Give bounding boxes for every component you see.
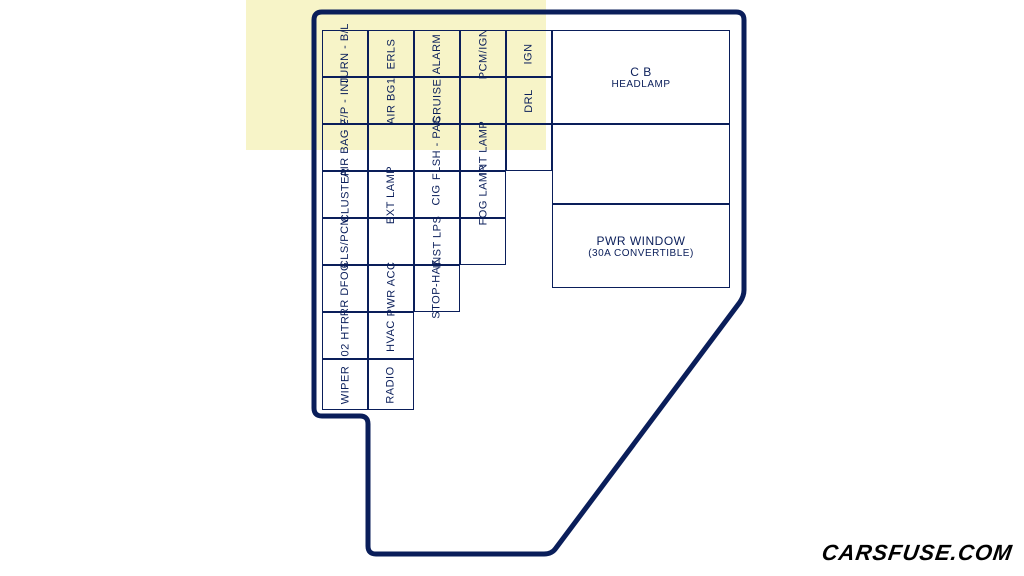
fuse-cell: PWR ACC xyxy=(368,265,414,312)
fuse-label: RR DFOG xyxy=(339,261,351,315)
watermark-text: CARSFUSE.COM xyxy=(820,540,1014,565)
fuse-cell: STOP-HAZ xyxy=(414,265,460,312)
fuse-label: STOP-HAZ xyxy=(431,259,443,318)
fuse-label: DRL xyxy=(523,89,535,113)
fuse-cell: TURN - B/L xyxy=(322,30,368,77)
fuse-cell xyxy=(506,124,552,171)
fuse-label: ERLS xyxy=(385,38,397,69)
fuse-cell: PCM/IGN xyxy=(460,30,506,77)
fuse-cell: INST LPS xyxy=(414,218,460,265)
fuse-label: FOG LAMP xyxy=(477,164,489,225)
fuse-cell: RADIO xyxy=(368,359,414,410)
fuse-label: CIG xyxy=(431,184,443,205)
fuse-cell: HVAC xyxy=(368,312,414,359)
fuse-cell: 02 HTR xyxy=(322,312,368,359)
fuse-cell: RR DFOG xyxy=(322,265,368,312)
fuse-label: PCM/IGN xyxy=(477,28,489,79)
fuse-grid: TURN - B/LERLSALARMPCM/IGNIGNF/P - INJAI… xyxy=(322,30,730,410)
fuse-label: ALARM xyxy=(431,33,443,73)
fuse-cell: CLUSTER xyxy=(322,171,368,218)
fuse-cell xyxy=(368,124,414,171)
fuse-cell: DRL xyxy=(506,77,552,124)
fuse-block-line: HEADLAMP xyxy=(611,79,670,90)
fuse-label: CLUSTER xyxy=(339,167,351,222)
fuse-cell: EXT LAMP xyxy=(368,171,414,218)
fuse-cell: F/P - INJ xyxy=(322,77,368,124)
fuse-block-line: C B xyxy=(630,65,652,79)
watermark: CARSFUSE.COM xyxy=(820,540,1014,566)
fuse-label: PWR ACC xyxy=(385,261,397,316)
fuse-cell: AIR BAG 2 xyxy=(322,124,368,171)
fuse-cell: WIPER xyxy=(322,359,368,410)
fuse-cell: AIR BG1 xyxy=(368,77,414,124)
fuse-block-line: PWR WINDOW xyxy=(597,234,686,248)
fuse-block: PWR WINDOW(30A CONVERTIBLE) xyxy=(552,204,730,289)
fuse-cell: FOG LAMP xyxy=(460,171,506,218)
diagram-canvas: TURN - B/LERLSALARMPCM/IGNIGNF/P - INJAI… xyxy=(246,0,778,576)
fuse-cell: FLSH - PAS xyxy=(414,124,460,171)
fuse-cell: CLS/PCM xyxy=(322,218,368,265)
empty-slot xyxy=(552,124,730,204)
fuse-label: CLS/PCM xyxy=(339,215,351,267)
fuse-cell: CIG xyxy=(414,171,460,218)
fuse-label: FLSH - PAS xyxy=(431,115,443,179)
fuse-cell: IGN xyxy=(506,30,552,77)
fuse-block: C BHEADLAMP xyxy=(552,30,730,124)
fuse-cell xyxy=(460,77,506,124)
fuse-cell xyxy=(460,218,506,265)
fuse-label: WIPER xyxy=(339,365,351,404)
fuse-cell: ERLS xyxy=(368,30,414,77)
fuse-cell xyxy=(368,218,414,265)
fuse-cell: ALARM xyxy=(414,30,460,77)
fuse-label: AIR BG1 xyxy=(385,77,397,124)
fuse-label: TURN - B/L xyxy=(339,23,351,85)
fuse-label: IGN xyxy=(523,43,535,64)
fuse-block-line: (30A CONVERTIBLE) xyxy=(588,248,694,259)
fuse-label: 02 HTR xyxy=(339,315,351,356)
fuse-label: EXT LAMP xyxy=(385,165,397,223)
fuse-label: F/P - INJ xyxy=(339,77,351,125)
fuse-label: RADIO xyxy=(385,366,397,403)
fuse-label: HVAC xyxy=(385,320,397,352)
